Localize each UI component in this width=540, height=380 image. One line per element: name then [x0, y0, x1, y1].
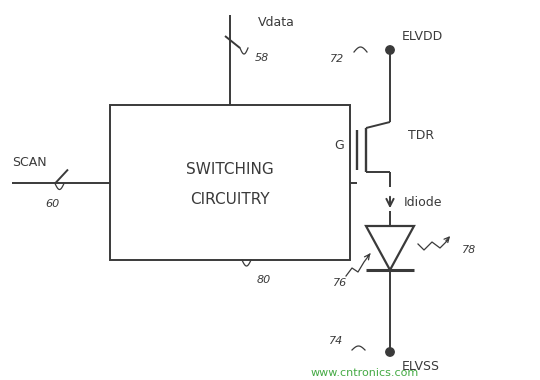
- Circle shape: [386, 348, 394, 356]
- Text: ELVSS: ELVSS: [402, 361, 440, 374]
- Text: SCAN: SCAN: [12, 156, 46, 169]
- Text: 76: 76: [333, 278, 347, 288]
- Text: SWITCHING: SWITCHING: [186, 162, 274, 177]
- Text: 78: 78: [462, 245, 476, 255]
- Circle shape: [386, 46, 394, 54]
- Text: TDR: TDR: [408, 130, 434, 142]
- Text: www.cntronics.com: www.cntronics.com: [311, 368, 419, 378]
- Bar: [110, 105, 350, 260]
- Text: ELVDD: ELVDD: [402, 30, 443, 43]
- Text: 72: 72: [330, 54, 344, 64]
- Text: CIRCUITRY: CIRCUITRY: [190, 192, 270, 207]
- Text: 80: 80: [257, 275, 271, 285]
- Text: Vdata: Vdata: [258, 16, 295, 28]
- Text: 74: 74: [329, 336, 343, 346]
- Text: 60: 60: [45, 200, 59, 209]
- Text: 58: 58: [255, 53, 269, 63]
- Polygon shape: [366, 226, 414, 270]
- Text: G: G: [334, 139, 344, 152]
- Text: Idiode: Idiode: [404, 195, 442, 209]
